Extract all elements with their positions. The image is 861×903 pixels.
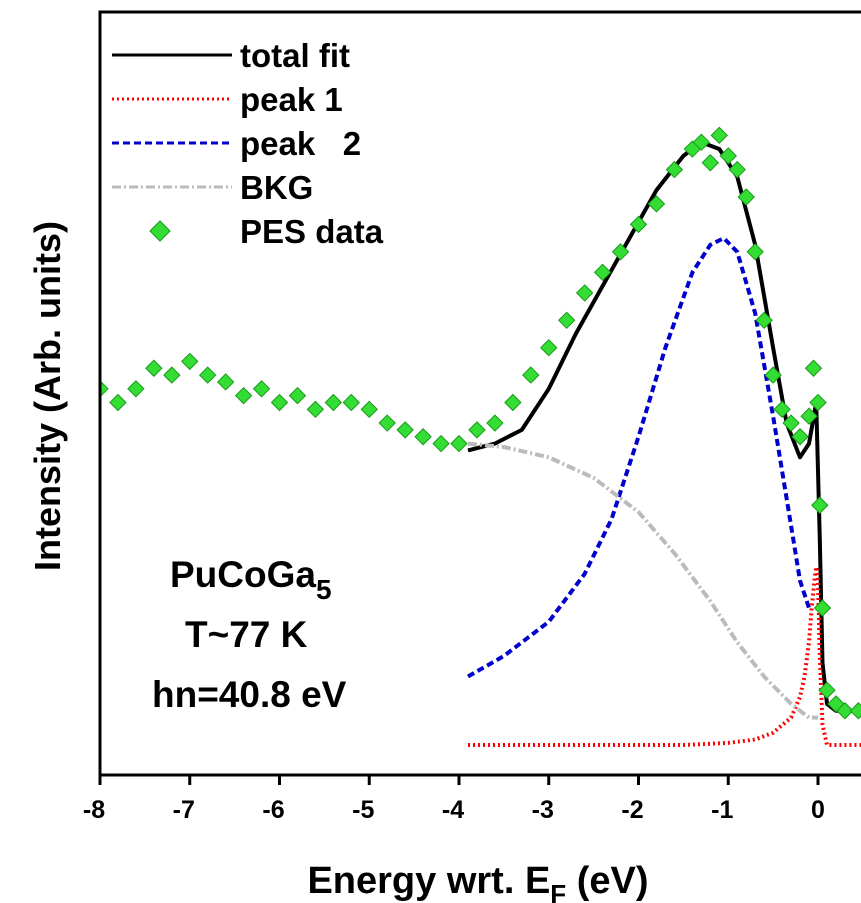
pes-data-point — [836, 702, 854, 720]
pes-data-point — [557, 311, 576, 330]
legend-entry: peak 2 — [112, 125, 361, 162]
pes-data-point — [818, 681, 836, 699]
pes-data-point — [809, 393, 827, 412]
pes-data-point — [216, 373, 235, 391]
x-tick-label: -2 — [621, 796, 643, 824]
legend-label: peak 2 — [240, 125, 361, 162]
plot-area — [100, 126, 861, 747]
legend: total fit peak 1 peak 2 BKG PES data — [112, 37, 384, 250]
pes-data-point — [198, 366, 217, 384]
legend-entry: total fit — [112, 37, 350, 74]
pes-data-point — [486, 414, 504, 432]
pes-data-point — [181, 352, 199, 371]
pes-data-point — [100, 380, 109, 398]
series-4-markers — [100, 126, 861, 720]
legend-label: BKG — [240, 169, 313, 206]
legend-swatch — [149, 220, 171, 242]
pes-data-point — [109, 393, 127, 412]
frame-top-left — [98, 10, 861, 775]
x-axis-ticks: -8 -7 -6 -5 -4 -3 -2 -1 0 — [83, 775, 825, 824]
x-tick-label: -3 — [532, 796, 554, 824]
pes-data-point — [127, 380, 145, 398]
pes-data-point — [468, 421, 486, 439]
series-1-line — [468, 564, 861, 747]
legend-label: peak 1 — [240, 81, 343, 118]
pes-data-point — [665, 160, 684, 179]
plot-frame — [98, 10, 861, 777]
legend-label: PES data — [240, 213, 384, 250]
pes-data-point — [522, 366, 540, 384]
pes-data-point — [710, 126, 728, 145]
legend-entry: PES data — [149, 213, 384, 250]
pes-data-point — [701, 154, 720, 172]
series-2-line — [467, 236, 811, 679]
annotation-temperature: T~77 K — [185, 614, 308, 655]
y-axis-title: Intensity (Arb. units) — [27, 221, 68, 571]
pes-data-point — [755, 311, 773, 330]
pes-data-point — [396, 421, 414, 439]
series-3-line — [467, 441, 818, 720]
pes-data-point — [432, 434, 450, 453]
series-layer — [100, 126, 861, 747]
legend-label: total fit — [240, 37, 350, 74]
x-tick-label: -5 — [352, 796, 374, 824]
annotation-photon-energy: hn=40.8 eV — [152, 674, 347, 715]
x-tick-label: -8 — [83, 796, 105, 824]
pes-data-point — [746, 243, 764, 261]
pes-data-point — [773, 400, 791, 419]
x-tick-label: -4 — [442, 796, 464, 824]
pes-data-point — [764, 366, 782, 384]
pes-data-point — [145, 359, 163, 377]
pes-data-point — [342, 393, 361, 412]
pes-data-point — [728, 160, 746, 179]
pes-data-point — [782, 414, 800, 432]
pes-data-point — [813, 599, 832, 617]
legend-entry: BKG — [112, 169, 313, 206]
pes-data-point — [450, 434, 468, 453]
pes-data-point — [593, 263, 612, 282]
pes-data-point — [804, 359, 823, 377]
pes-data-point — [849, 702, 861, 720]
x-tick-label: -1 — [711, 796, 733, 824]
pes-data-point — [234, 386, 253, 405]
pes-data-point — [737, 188, 755, 206]
pes-data-point — [811, 496, 829, 514]
x-tick-label: -7 — [173, 796, 195, 824]
pes-data-point — [306, 400, 325, 419]
pes-data-point — [692, 133, 711, 151]
pes-data-point — [611, 243, 630, 261]
pes-data-point — [629, 215, 648, 234]
pes-data-point — [252, 380, 271, 398]
pes-data-point — [719, 147, 737, 165]
pes-data-point — [414, 428, 432, 446]
pes-data-point — [324, 393, 343, 412]
pes-data-point — [378, 414, 396, 432]
pes-data-point — [575, 284, 594, 302]
pes-data-point — [288, 386, 307, 405]
pes-data-point — [647, 195, 666, 213]
pes-data-point — [791, 428, 809, 446]
pes-data-point — [163, 366, 181, 384]
pes-data-point — [360, 400, 378, 419]
legend-entry: peak 1 — [112, 81, 343, 118]
x-axis-title: Energy wrt. EF (eV) — [307, 860, 648, 903]
series-0-line — [467, 140, 859, 713]
pes-data-point — [800, 407, 818, 425]
pes-data-point — [540, 338, 558, 357]
pes-data-point — [270, 393, 289, 412]
annotation-compound: PuCoGa5 — [170, 554, 332, 605]
x-tick-label: 0 — [811, 796, 825, 824]
pes-data-point — [504, 393, 522, 412]
x-tick-label: -6 — [262, 796, 284, 824]
